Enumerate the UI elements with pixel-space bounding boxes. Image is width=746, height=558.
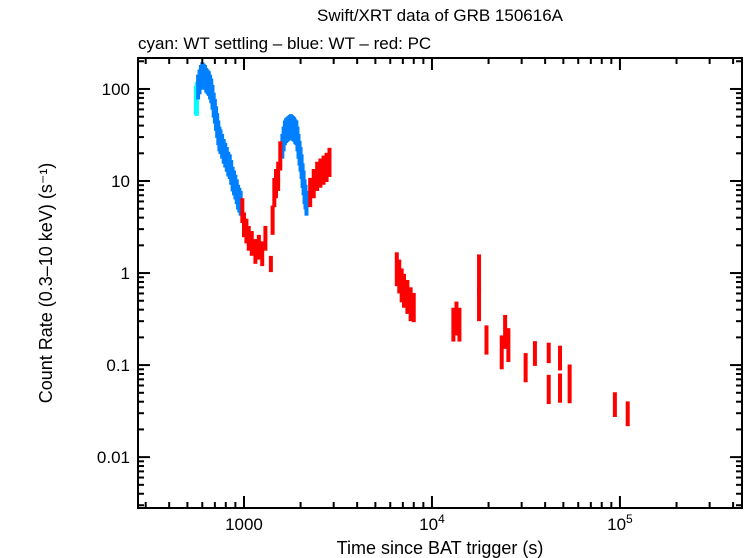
data-point <box>477 254 482 294</box>
x-axis-label: Time since BAT trigger (s) <box>337 538 544 558</box>
chart-title: Swift/XRT data of GRB 150616A <box>317 6 564 25</box>
data-point <box>278 141 283 171</box>
data-point <box>311 169 316 199</box>
data-point <box>304 190 309 216</box>
data-point <box>546 374 551 405</box>
data-point <box>318 158 323 188</box>
y-tick-label: 100 <box>102 80 130 99</box>
data-point <box>477 287 482 322</box>
data-point <box>253 239 258 264</box>
data-point <box>276 161 281 191</box>
data-point <box>249 231 254 256</box>
x-tick-label: 105 <box>607 512 633 534</box>
data-point <box>558 373 563 403</box>
data-point <box>484 325 489 355</box>
data-point <box>625 401 630 427</box>
y-tick-label: 0.01 <box>97 448 130 467</box>
data-point <box>451 307 456 342</box>
data-point <box>270 205 275 235</box>
y-tick-label: 10 <box>111 172 130 191</box>
chart-subtitle: cyan: WT settling – blue: WT – red: PC <box>138 34 431 53</box>
data-point <box>499 335 504 370</box>
data-point <box>263 225 268 251</box>
data-point <box>405 280 410 314</box>
data-point <box>523 353 528 383</box>
y-tick-label: 0.1 <box>106 356 130 375</box>
data-point <box>411 292 416 323</box>
data-point <box>532 341 537 366</box>
data-point <box>612 392 617 417</box>
data-point <box>558 345 563 371</box>
data-point <box>457 307 462 342</box>
data-point <box>327 147 332 178</box>
data-point <box>246 225 251 251</box>
data-point <box>256 234 261 260</box>
data-point <box>321 155 326 185</box>
x-tick-label: 104 <box>419 512 445 534</box>
data-point <box>408 287 413 322</box>
series-pc <box>240 141 630 427</box>
data-point <box>503 315 508 349</box>
data-point <box>567 364 572 404</box>
x-tick-label: 1000 <box>225 515 263 534</box>
data-point <box>315 161 320 191</box>
y-axis-label: Count Rate (0.3–10 keV) (s⁻¹) <box>36 163 56 404</box>
data-point <box>308 177 313 208</box>
series-wt <box>196 62 309 216</box>
data-point <box>546 342 551 364</box>
y-tick-label: 1 <box>121 264 130 283</box>
data-point <box>268 255 273 273</box>
data-point <box>402 273 407 308</box>
data-point <box>506 328 511 363</box>
data-point <box>260 241 265 267</box>
data-point <box>454 301 459 336</box>
plot-frame <box>137 57 743 509</box>
data-point <box>324 152 329 183</box>
